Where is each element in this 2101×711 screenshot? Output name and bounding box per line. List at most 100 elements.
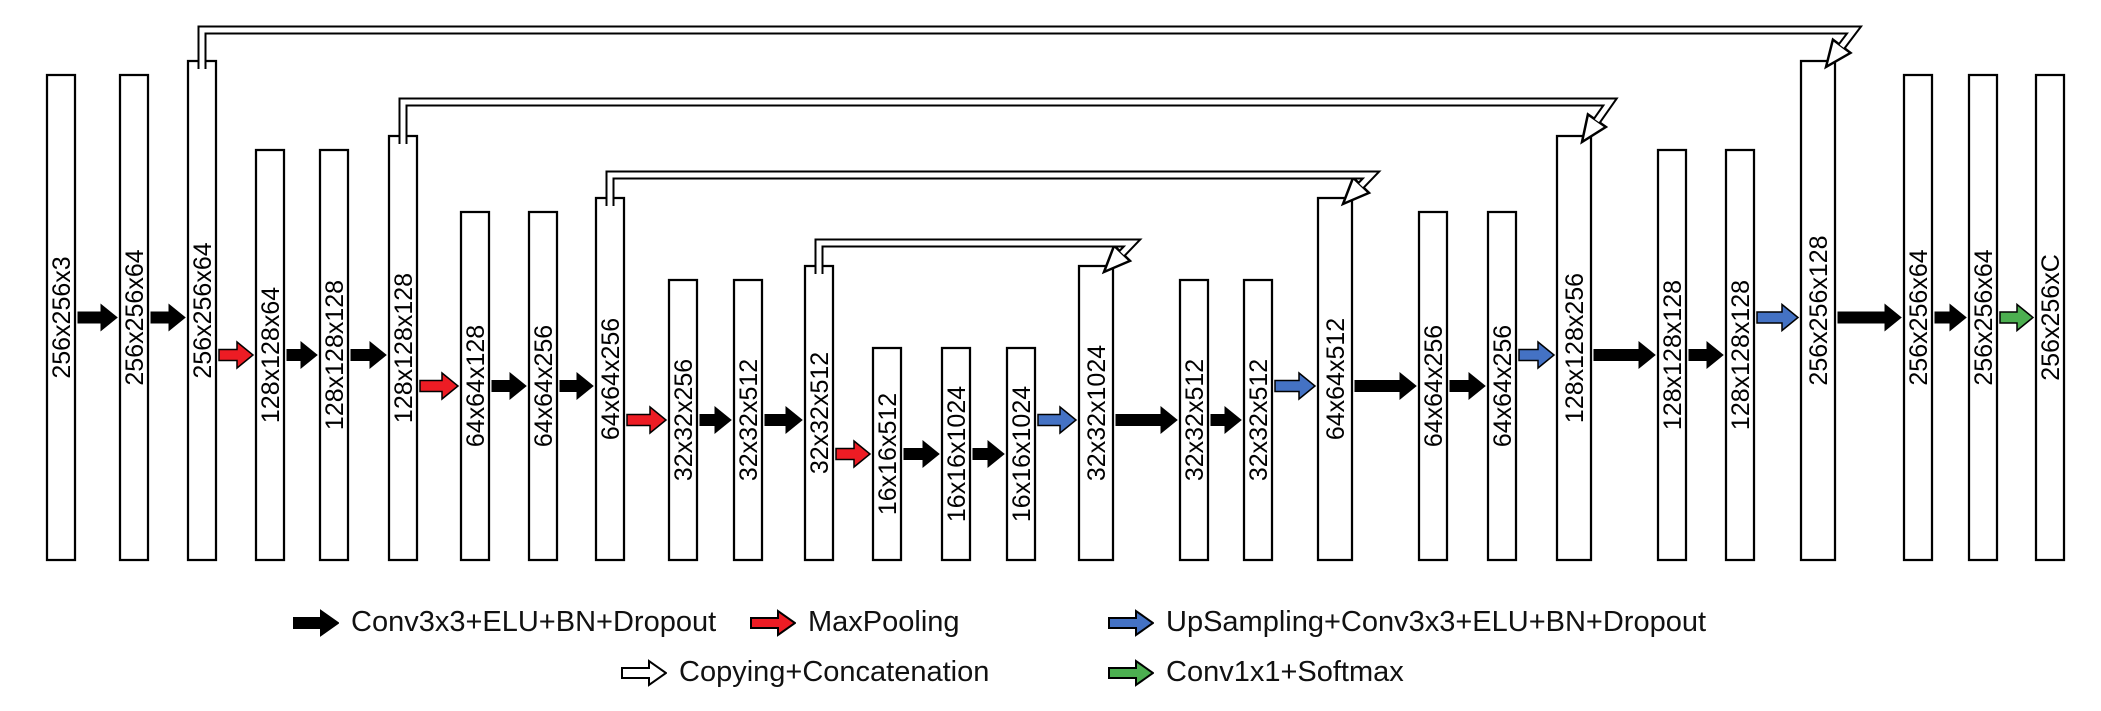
layer-label: 64x64x256: [1489, 325, 1517, 447]
copy-arrow-icon: [621, 658, 667, 687]
layer-label: 128x128x128: [1727, 280, 1755, 430]
conv-arrow-icon: [1688, 340, 1724, 370]
skip-connection-core: [400, 99, 1615, 144]
layer-label: 256x256x128: [1805, 235, 1833, 385]
skip-connection-core: [816, 240, 1138, 274]
layer-label: 16x16x1024: [943, 386, 971, 522]
layer-bar: [940, 346, 972, 562]
conv-arrow-icon: [491, 371, 527, 401]
layer-label: 256x256x64: [121, 249, 149, 385]
layer-bar: [1799, 59, 1837, 562]
layer-bar: [1242, 278, 1274, 562]
maxpool-arrow-icon: [218, 340, 255, 370]
layer-label: 64x64x128: [462, 325, 490, 447]
legend-item-pool: MaxPooling: [750, 606, 960, 639]
layer-label: 32x32x512: [1245, 359, 1273, 481]
softmax-arrow-shape: [1108, 658, 1154, 687]
upsampling-arrow-shape: [1108, 608, 1154, 637]
layer-bar: [871, 346, 903, 562]
legend-label: Conv1x1+Softmax: [1166, 656, 1404, 688]
layer-label: 32x32x512: [1181, 359, 1209, 481]
legend-label: Conv3x3+ELU+BN+Dropout: [351, 606, 717, 638]
conv-arrow-icon: [1210, 405, 1242, 435]
layer-bar: [118, 73, 150, 562]
conv-arrow-icon: [1934, 303, 1967, 332]
layer-bar: [1967, 73, 1999, 562]
layer-label: 256x256x64: [1905, 249, 1933, 385]
legend-label: Copying+Concatenation: [679, 656, 990, 688]
conv-arrow-shape: [293, 608, 339, 637]
conv-arrow-icon: [286, 340, 318, 370]
layer-bar: [318, 148, 350, 562]
layer-label: 64x64x256: [597, 318, 625, 440]
layer-bar: [527, 210, 559, 562]
conv-arrow-icon: [903, 439, 940, 469]
conv-arrow-icon: [77, 303, 118, 332]
layer-label: 16x16x512: [874, 393, 902, 515]
upsampling-arrow-icon: [1037, 405, 1078, 435]
layer-bar: [1178, 278, 1210, 562]
layer-bar: [803, 264, 835, 562]
upsampling-arrow-icon: [1274, 371, 1317, 401]
layer-label: 64x64x256: [530, 325, 558, 447]
layer-label: 256x256x64: [1970, 249, 1998, 385]
layer-bar: [45, 73, 77, 562]
layer-bar: [732, 278, 764, 562]
layer-label: 128x128x256: [1561, 273, 1589, 423]
layer-label: 32x32x512: [806, 352, 834, 474]
copy-arrowhead-icon: [1340, 175, 1372, 207]
layer-label: 128x128x64: [257, 287, 285, 423]
layer-label: 128x128x128: [390, 273, 418, 423]
softmax-arrow-icon: [1999, 302, 2035, 333]
layer-bar: [387, 134, 419, 562]
conv-arrow-icon: [1115, 405, 1178, 435]
layer-label: 256x256x64: [189, 242, 217, 378]
upsampling-arrow-icon: [1518, 340, 1556, 370]
layer-label: 256x256x3: [48, 256, 76, 378]
conv-arrow-icon: [972, 439, 1005, 469]
copy-arrowhead-icon: [1101, 243, 1133, 275]
layer-bar: [1902, 73, 1934, 562]
layer-label: 32x32x256: [670, 359, 698, 481]
maxpool-arrow-icon: [626, 405, 668, 435]
upsampling-arrow-icon: [1756, 302, 1800, 333]
conv-arrow-icon: [1593, 340, 1656, 370]
conv-arrow-icon: [150, 303, 186, 332]
conv-arrow-icon: [699, 405, 732, 435]
skip-connection-core: [199, 27, 1860, 69]
legend-label: UpSampling+Conv3x3+ELU+BN+Dropout: [1166, 606, 1707, 638]
legend-item-softmax: Conv1x1+Softmax: [1108, 656, 1404, 689]
layer-bar: [1417, 210, 1449, 562]
layer-bar: [1724, 148, 1756, 562]
legend-item-conv: Conv3x3+ELU+BN+Dropout: [293, 606, 716, 639]
maxpool-arrow-shape: [750, 608, 796, 637]
maxpool-arrow-icon: [419, 371, 460, 401]
maxpool-arrow-icon: [835, 439, 872, 469]
layer-bar: [1656, 148, 1688, 562]
layer-label: 32x32x512: [735, 359, 763, 481]
skip-connection-core: [607, 172, 1377, 206]
layer-bar: [1316, 196, 1354, 562]
legend-item-up: UpSampling+Conv3x3+ELU+BN+Dropout: [1108, 606, 1706, 639]
layer-bar: [1005, 346, 1037, 562]
layer-bar: [667, 278, 699, 562]
layer-bar: [1555, 134, 1593, 562]
layer-bar: [2034, 73, 2066, 562]
conv-arrow-icon: [1354, 371, 1417, 401]
conv-arrow-icon: [764, 405, 803, 435]
layer-label: 128x128x128: [321, 280, 349, 430]
conv-arrow-icon: [1449, 371, 1486, 401]
upsampling-arrow-icon: [1108, 608, 1154, 637]
conv-arrow-icon: [559, 371, 594, 401]
layer-label: 64x64x512: [1322, 318, 1350, 440]
conv-arrow-icon: [350, 340, 387, 370]
legend-item-copy: Copying+Concatenation: [621, 656, 989, 689]
layer-label: 16x16x1024: [1008, 386, 1036, 522]
conv-arrow-icon: [1837, 303, 1902, 332]
softmax-arrow-icon: [1108, 658, 1154, 687]
layer-bar: [1486, 210, 1518, 562]
layer-label: 32x32x1024: [1083, 345, 1111, 481]
